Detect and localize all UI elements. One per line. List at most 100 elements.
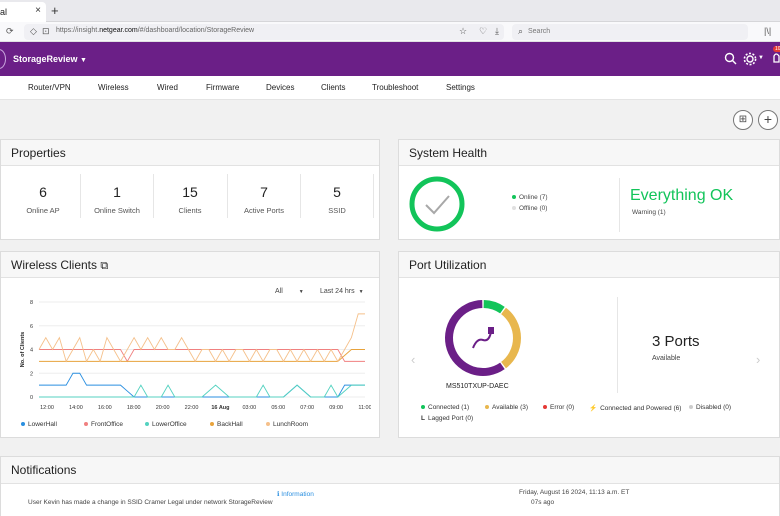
- property-value: 5: [333, 184, 341, 200]
- notification-count-badge: 10: [773, 46, 780, 52]
- settings-chevron-icon[interactable]: ▼: [758, 55, 764, 61]
- x-tick-label: 09:00: [329, 405, 343, 411]
- notification-message[interactable]: User Kevin has made a change in SSID Cra…: [28, 499, 273, 506]
- nav-clients[interactable]: Clients: [321, 83, 346, 92]
- x-tick-label: 11:00: [358, 405, 371, 411]
- property-online-ap[interactable]: 6 Online AP: [13, 184, 73, 215]
- property-active-ports[interactable]: 7 Active Ports: [234, 184, 294, 215]
- property-clients[interactable]: 15 Clients: [160, 184, 220, 215]
- legend-label: Error (0): [550, 404, 575, 411]
- legend-backhall[interactable]: BackHall: [210, 421, 243, 428]
- donut-slice-connected: [483, 300, 505, 314]
- nav-router-vpn[interactable]: Router/VPN: [28, 83, 71, 92]
- chevron-down-icon: ▼: [298, 289, 304, 295]
- search-icon: ⌕: [518, 26, 524, 36]
- wireless-clients-chart: 0 2 4 6 8 No. of Clients 12:00 14:00 16:00 18:00 2…: [20, 300, 371, 411]
- property-label: Online Switch: [94, 206, 140, 215]
- add-widget-button[interactable]: +: [758, 110, 778, 130]
- nav-devices[interactable]: Devices: [266, 83, 295, 92]
- address-bar[interactable]: [24, 24, 504, 40]
- warning-count[interactable]: Warning (1): [632, 209, 666, 216]
- bookmark-star-icon[interactable]: ☆: [459, 26, 468, 36]
- ports-label: Available: [652, 355, 681, 362]
- legend-disabled: Disabled (0): [689, 404, 731, 411]
- nav-settings[interactable]: Settings: [446, 83, 475, 92]
- card-header: [1, 457, 779, 484]
- shield-icon[interactable]: ◇: [30, 26, 37, 36]
- property-ssid[interactable]: 5 SSID: [307, 184, 367, 215]
- wireless-clients-title: Wireless Clients ⧉: [11, 258, 108, 273]
- y-tick-label: 2: [30, 371, 33, 377]
- bell-icon[interactable]: [772, 51, 780, 65]
- nav-firmware[interactable]: Firmware: [206, 83, 240, 92]
- property-label: Active Ports: [243, 206, 284, 215]
- property-value: 15: [182, 184, 198, 200]
- filter-dropdown[interactable]: All ▼: [275, 288, 304, 295]
- dashboard-layout-button[interactable]: ⊞: [733, 110, 753, 130]
- url-text: https://insight.netgear.com/#/dashboard/…: [56, 27, 254, 34]
- carousel-next-icon[interactable]: ›: [756, 352, 761, 367]
- y-tick-label: 8: [30, 300, 33, 306]
- info-icon: ℹ: [277, 491, 280, 498]
- search-icon[interactable]: [724, 52, 737, 65]
- nav-troubleshoot[interactable]: Troubleshoot: [372, 83, 419, 92]
- range-dropdown[interactable]: Last 24 hrs ▼: [320, 288, 364, 295]
- power-icon: ⚡: [589, 405, 598, 412]
- divider: [153, 174, 154, 218]
- y-tick-label: 6: [30, 324, 33, 330]
- info-type: ℹ Information: [277, 490, 314, 498]
- new-tab-button[interactable]: +: [51, 3, 59, 18]
- range-value: Last 24 hrs: [320, 288, 355, 295]
- legend-lagged: L Lagged Port (0): [421, 415, 473, 422]
- legend-label: Disabled (0): [696, 404, 732, 411]
- system-health-title: System Health: [409, 146, 488, 160]
- browser-search-box[interactable]: [512, 24, 748, 40]
- org-name: StorageReview: [13, 54, 78, 64]
- card-header: [399, 252, 779, 278]
- wireless-clients-card: Wireless Clients ⧉ All ▼ Last 24 hrs ▼ 0…: [0, 251, 380, 438]
- legend-connected: Connected (1): [421, 404, 469, 411]
- legend-lunchroom[interactable]: LunchRoom: [266, 421, 308, 428]
- library-icon[interactable]: |\|: [764, 26, 772, 36]
- port-donut-chart: [445, 300, 521, 376]
- port-utilization-card: Port Utilization ‹ › MS510TXUP-DAEC 3 Po…: [398, 251, 780, 438]
- x-tick-label: 22:00: [185, 405, 199, 411]
- filter-value: All: [275, 288, 283, 295]
- device-name[interactable]: MS510TXUP-DAEC: [446, 383, 509, 390]
- legend-label: FrontOffice: [91, 421, 124, 428]
- x-tick-label: 18:00: [127, 405, 141, 411]
- notification-time-ago: 07s ago: [531, 499, 555, 506]
- nav-item-partial[interactable]: ·: [0, 83, 1, 92]
- legend-loweroffice[interactable]: LowerOffice: [145, 421, 187, 428]
- external-link-icon[interactable]: ⧉: [100, 260, 109, 272]
- series-line-lowerhall: [39, 372, 365, 398]
- series-line-loweroffice: [39, 384, 365, 398]
- main-nav: [0, 76, 780, 100]
- property-label: SSID: [328, 206, 346, 215]
- y-axis-label: No. of Clients: [20, 332, 26, 367]
- property-online-switch[interactable]: 1 Online Switch: [87, 184, 147, 215]
- nav-wireless[interactable]: Wireless: [98, 83, 129, 92]
- donut-slice-available: [500, 307, 521, 369]
- refresh-icon[interactable]: ⟳: [6, 26, 14, 36]
- divider: [80, 174, 81, 218]
- close-tab-icon[interactable]: ×: [35, 5, 41, 16]
- tab-title: al: [0, 7, 8, 17]
- divider: [300, 174, 301, 218]
- card-header: [1, 140, 379, 166]
- legend-lowerhall[interactable]: LowerHall: [21, 421, 57, 428]
- pocket-icon[interactable]: ♡: [479, 26, 488, 36]
- carousel-prev-icon[interactable]: ‹: [411, 352, 416, 367]
- legend-available: Available (3): [485, 404, 528, 411]
- legend-label: LowerOffice: [152, 421, 187, 428]
- offline-legend: Offline (0): [512, 205, 547, 212]
- download-icon[interactable]: ⤓: [495, 26, 499, 36]
- nav-wired[interactable]: Wired: [157, 83, 178, 92]
- browser-tab[interactable]: al ×: [0, 2, 46, 22]
- legend-frontoffice[interactable]: FrontOffice: [84, 421, 123, 428]
- gear-icon[interactable]: [743, 52, 757, 66]
- legend-connected-powered: ⚡ Connected and Powered (6): [589, 404, 681, 412]
- legend-label: LowerHall: [28, 421, 57, 428]
- org-selector[interactable]: StorageReview ▼: [13, 54, 87, 64]
- chevron-down-icon: ▼: [358, 289, 364, 295]
